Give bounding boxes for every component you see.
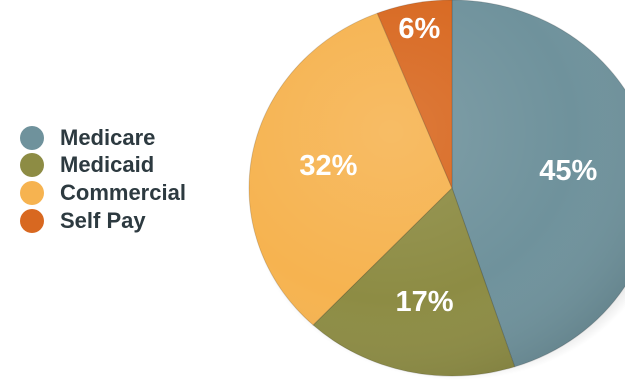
slice-label-commercial: 32% [299, 150, 357, 182]
slice-label-medicaid: 17% [396, 286, 454, 318]
legend-swatch-medicare [20, 126, 44, 150]
legend-item-commercial: Commercial [20, 177, 235, 205]
legend-swatch-self-pay [20, 209, 44, 233]
slice-labels: 45% 17% 32% 6% [299, 13, 597, 318]
slice-label-medicare: 45% [539, 155, 597, 187]
legend-label-medicaid: Medicaid [60, 152, 155, 177]
pie-highlight [249, 0, 625, 376]
legend-item-self-pay: Self Pay [20, 205, 235, 233]
legend-label-self-pay: Self Pay [60, 208, 146, 233]
legend-label-medicare: Medicare [60, 125, 156, 150]
legend-swatch-commercial [20, 181, 44, 205]
legend-item-medicare: Medicare [20, 122, 235, 150]
slice-label-self-pay: 6% [398, 13, 440, 45]
legend-label-commercial: Commercial [60, 180, 186, 205]
legend-swatch-medicaid [20, 153, 44, 177]
legend-item-medicaid: Medicaid [20, 149, 235, 177]
legend: Medicare Medicaid Commercial Self Pay [20, 122, 235, 233]
